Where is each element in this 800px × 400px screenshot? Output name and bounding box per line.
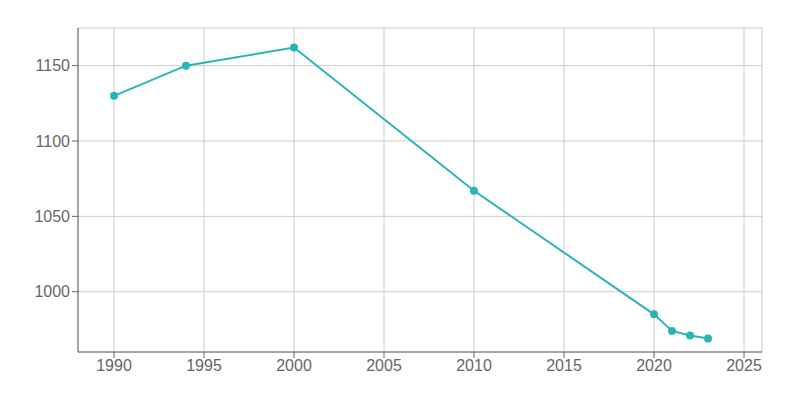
svg-text:2010: 2010 <box>456 357 492 374</box>
svg-text:2025: 2025 <box>726 357 762 374</box>
svg-text:1000: 1000 <box>34 283 70 300</box>
svg-text:1100: 1100 <box>36 133 71 150</box>
svg-text:1050: 1050 <box>34 208 70 225</box>
svg-text:2005: 2005 <box>366 357 402 374</box>
svg-text:1995: 1995 <box>186 357 222 374</box>
svg-text:2000: 2000 <box>276 357 312 374</box>
svg-text:2015: 2015 <box>546 357 582 374</box>
svg-text:2020: 2020 <box>636 357 672 374</box>
svg-text:1990: 1990 <box>96 357 132 374</box>
svg-text:1150: 1150 <box>36 57 71 74</box>
